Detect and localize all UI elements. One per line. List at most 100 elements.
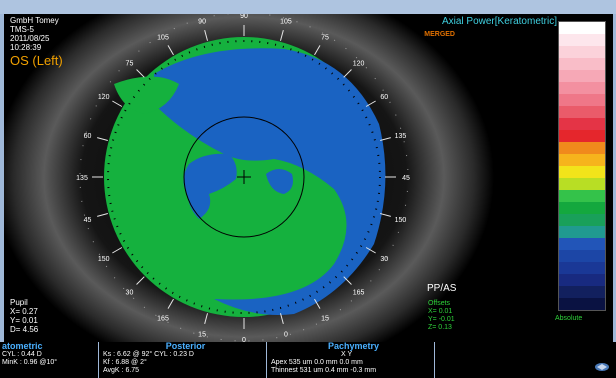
axis-label: 150	[395, 217, 407, 224]
eye-label: OS (Left)	[10, 53, 63, 68]
keratometric-line: CYL : 0.44 D	[2, 351, 42, 358]
axis-label: 60	[380, 94, 388, 101]
scale-mode-label[interactable]: Absolute	[555, 315, 583, 322]
axis-ticks	[92, 25, 396, 329]
scale-swatch	[559, 142, 605, 154]
posterior-panel: Posterior Ks : 6.62 @ 92° CYL : 0.23 D K…	[98, 342, 268, 378]
axis-tick	[167, 298, 174, 309]
scale-swatch	[559, 46, 605, 58]
results-panel: atometric CYL : 0.44 D MinK : 0.96 @10° …	[0, 342, 616, 378]
axis-tick	[343, 276, 352, 285]
axis-tick	[204, 313, 208, 324]
axis-label: 150	[98, 256, 110, 263]
axis-label: 105	[157, 35, 169, 42]
scale-swatch	[559, 118, 605, 130]
scale-swatch	[559, 214, 605, 226]
pupil-line: X= 0.27	[10, 307, 38, 316]
scale-swatch	[559, 190, 605, 202]
axis-label: 135	[395, 133, 407, 140]
scale-swatch	[559, 202, 605, 214]
scale-swatch	[559, 34, 605, 46]
scale-swatch	[559, 262, 605, 274]
axis-tick	[343, 69, 352, 78]
axis-label: 15	[321, 315, 329, 322]
axis-label: 105	[280, 19, 292, 26]
axis-label: 165	[157, 315, 169, 322]
pachymetry-line: Apex 535 um 0.0 mm 0.0 mm	[271, 359, 363, 366]
scale-swatch	[559, 130, 605, 142]
scale-swatch	[559, 106, 605, 118]
axis-label: 165	[353, 290, 365, 297]
axis-tick	[112, 247, 123, 254]
axis-tick	[204, 30, 208, 41]
axis-label: 75	[126, 60, 134, 67]
pachymetry-heading: Pachymetry	[327, 341, 380, 351]
merged-label: MERGED	[424, 31, 455, 38]
blue-zone	[154, 48, 386, 316]
scale-swatch	[559, 286, 605, 298]
scale-swatch	[559, 274, 605, 286]
axis-tick	[365, 247, 376, 254]
axis-label: 90	[240, 14, 248, 20]
axis-tick	[136, 276, 145, 285]
axis-label: 0	[284, 331, 288, 338]
posterior-line: AvgK : 6.75	[103, 367, 140, 374]
axis-label: 45	[402, 175, 410, 182]
ppas-label: PP/AS	[427, 283, 457, 294]
axis-labels: 9010575120601354515030165150015165301504…	[76, 14, 410, 342]
scale-swatch	[559, 82, 605, 94]
axis-label: 30	[126, 290, 134, 297]
axis-tick	[112, 100, 123, 107]
info-line: TMS-5	[10, 25, 34, 34]
offsets-line: Z= 0.13	[428, 324, 452, 331]
axis-label: 135	[76, 175, 88, 182]
axis-tick	[365, 100, 376, 107]
scale-swatch	[559, 238, 605, 250]
pupil-line: Y= 0.01	[10, 316, 38, 325]
scale-swatch	[559, 58, 605, 70]
axis-tick	[314, 45, 321, 56]
axis-tick	[97, 137, 108, 141]
topography-viewer[interactable]: 90 105 75 120 60 135 45 150 30 165 15 0 0 15 165 30 150 4…	[4, 14, 613, 342]
scale-swatch	[559, 226, 605, 238]
axis-label: 120	[353, 60, 365, 67]
keratometric-line: MinK : 0.96 @10°	[2, 359, 58, 366]
axis-tick	[136, 69, 145, 78]
scale-swatch	[559, 94, 605, 106]
blue-left-zone	[183, 153, 237, 219]
blue-spot	[266, 169, 293, 194]
keratometric-panel: atometric CYL : 0.44 D MinK : 0.96 @10°	[0, 342, 96, 378]
info-line: GmbH Tomey	[10, 16, 59, 25]
device-info: GmbH Tomey TMS-5 2011/08/25 10:28:39	[10, 16, 59, 52]
axis-label: 0	[242, 337, 246, 342]
axis-tick	[97, 213, 108, 217]
scale-swatch	[559, 154, 605, 166]
posterior-line: Kf : 6.88 @ 2°	[103, 359, 147, 366]
scale-swatch	[559, 166, 605, 178]
map-title: Axial Power[Keratometric]	[441, 16, 557, 27]
info-line: 10:28:39	[10, 43, 42, 52]
pachymetry-columns: X Y	[341, 351, 353, 358]
pupil-line: Pupil	[10, 298, 28, 307]
green-patch	[114, 76, 179, 114]
offsets-line: Y= -0.01	[428, 316, 455, 323]
axis-tick	[280, 313, 284, 324]
offsets-info: Offsets X= 0.01 Y= -0.01 Z= 0.13	[428, 300, 455, 332]
posterior-heading: Posterior	[165, 341, 206, 351]
posterior-line: Ks : 6.62 @ 92° CYL : 0.23 D	[103, 351, 194, 358]
map-edge-dots	[107, 40, 381, 314]
keratometric-heading: atometric	[2, 341, 43, 351]
scale-swatch	[559, 178, 605, 190]
corneal-map[interactable]: 9010575120601354515030165150015165301504…	[4, 14, 613, 342]
pupil-line: D= 4.56	[10, 325, 39, 334]
axis-tick	[380, 213, 391, 217]
axis-label: 60	[84, 133, 92, 140]
scale-swatch	[559, 250, 605, 262]
axis-tick	[280, 30, 284, 41]
color-scale[interactable]	[558, 21, 606, 311]
offsets-line: X= 0.01	[428, 308, 453, 315]
scale-swatch	[559, 298, 605, 310]
axis-label: 120	[98, 94, 110, 101]
info-line: 2011/08/25	[10, 34, 50, 43]
axis-label: 45	[84, 217, 92, 224]
